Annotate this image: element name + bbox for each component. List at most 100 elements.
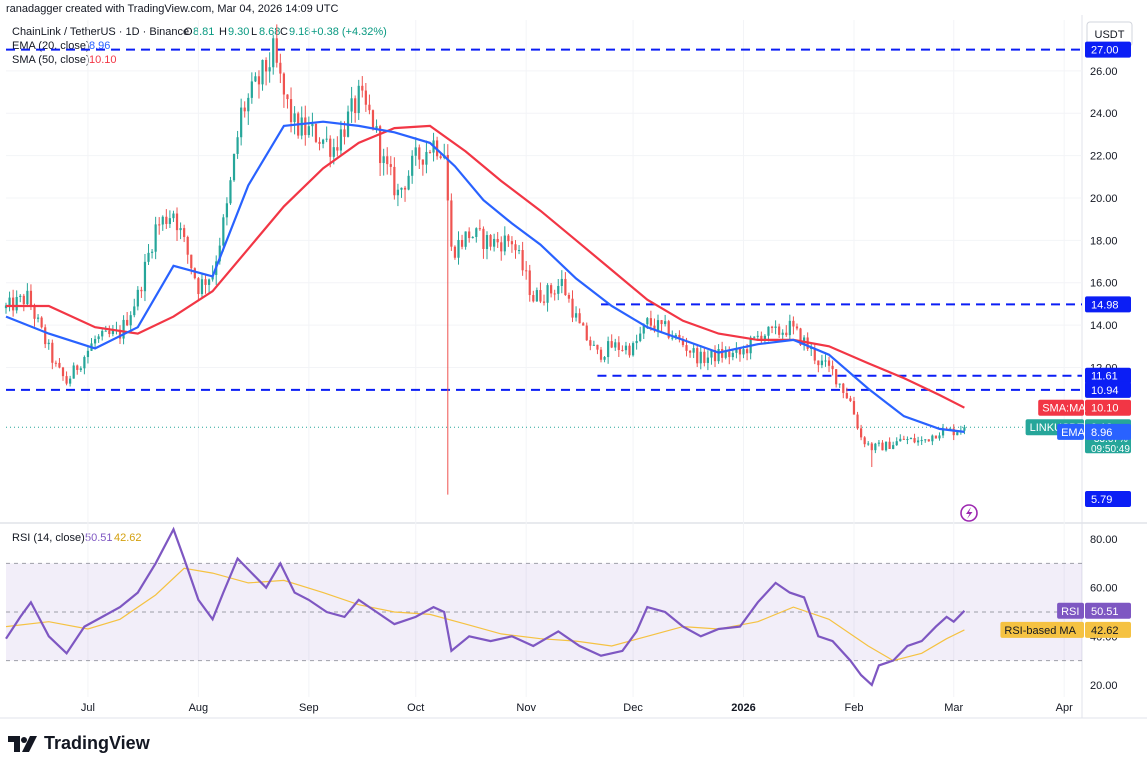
candle-body (453, 246, 457, 258)
candle-body (532, 295, 535, 302)
candle-body (817, 360, 820, 366)
candle (382, 148, 385, 176)
candle-body (838, 383, 841, 385)
moving-averages (5, 120, 965, 433)
candle (838, 383, 841, 388)
candle-body (931, 435, 934, 442)
candle-body (193, 268, 196, 279)
candle (475, 227, 478, 243)
candle (26, 283, 29, 306)
candle (713, 345, 717, 368)
candle-body (154, 224, 157, 252)
candle-body (721, 349, 724, 358)
candle-body (118, 329, 122, 339)
candle (264, 57, 268, 86)
currency-button[interactable]: USDT (1086, 21, 1133, 47)
candle (257, 70, 261, 99)
ohlc-high-label: H (219, 26, 227, 38)
candle (261, 59, 264, 91)
x-tick-label: 2026 (731, 702, 755, 714)
candle-body (396, 189, 400, 196)
candle (635, 334, 638, 350)
rsi-lines (5, 526, 966, 687)
candle-body (311, 123, 314, 127)
candle (225, 197, 229, 226)
candle (738, 347, 742, 362)
candle-body (760, 335, 763, 341)
candle (678, 330, 681, 343)
brand-text: TradingView (44, 733, 150, 753)
candle-body (468, 231, 471, 239)
candle (464, 231, 467, 250)
y-tick-label: 16.00 (1090, 278, 1118, 290)
candle-body (952, 428, 955, 436)
lightning-icon[interactable] (960, 504, 978, 522)
candle-body (785, 332, 788, 336)
candle (621, 345, 624, 352)
candle-body (874, 443, 877, 451)
price-tag-name-box (1000, 621, 1084, 638)
candle (582, 321, 585, 326)
candle-body (403, 187, 407, 190)
candle (336, 136, 339, 157)
candle-body (129, 315, 132, 326)
candle (927, 439, 930, 442)
candle-body (706, 357, 709, 363)
candle-body (913, 438, 916, 443)
candle (468, 227, 471, 243)
y-tick-label: 20.00 (1090, 193, 1118, 205)
symbol-title: ChainLink / TetherUS · 1D · Binance (12, 26, 189, 38)
candle (760, 331, 763, 344)
candle (532, 290, 535, 303)
candle-body (742, 349, 745, 355)
candle (161, 215, 164, 231)
candle (770, 325, 774, 334)
candle (546, 283, 549, 312)
candle (247, 93, 250, 125)
candle (375, 119, 378, 133)
candle-body (899, 438, 902, 442)
candle (44, 324, 47, 349)
candle (168, 210, 171, 229)
candle (47, 339, 50, 350)
price-tag-level: 14.98 (1085, 296, 1131, 313)
candle-body (279, 62, 282, 74)
candle-body (414, 147, 417, 156)
candle-body (692, 348, 695, 353)
candle (881, 440, 884, 451)
price-tag-name: RSI-based MA (1004, 625, 1076, 637)
candle-body (895, 441, 898, 446)
candle (136, 286, 139, 311)
candle (510, 236, 514, 253)
candle (143, 253, 147, 302)
candle-body (582, 323, 585, 326)
candle-body (617, 342, 620, 350)
candle (874, 442, 877, 454)
candle-body (371, 110, 375, 129)
candle (200, 272, 204, 298)
candle-body (332, 147, 335, 157)
candle (906, 436, 909, 445)
candle-body (225, 203, 229, 218)
rsi-ma-legend-value: 42.62 (114, 532, 142, 544)
candle (232, 153, 236, 182)
candle (425, 140, 428, 174)
candle-body (671, 337, 674, 339)
candle-body (892, 445, 895, 449)
candle (12, 289, 15, 317)
candle-body (282, 73, 286, 95)
candle-body (76, 365, 79, 370)
candle-body (539, 290, 542, 302)
candle (877, 440, 881, 447)
candle-body (753, 336, 756, 338)
candle (354, 95, 357, 123)
candle-body (710, 350, 713, 358)
candle-body (450, 200, 453, 247)
candle-body (756, 335, 759, 337)
candle-body (314, 123, 318, 142)
candle-body (607, 341, 610, 358)
candle (147, 244, 150, 266)
candle-body (820, 360, 824, 366)
candle (507, 234, 510, 247)
